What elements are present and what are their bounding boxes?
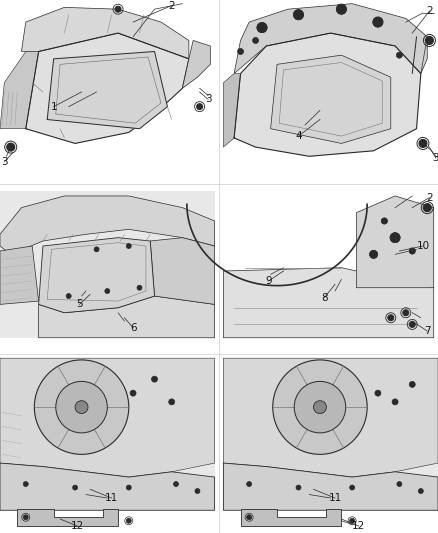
Polygon shape — [39, 238, 155, 313]
Polygon shape — [223, 268, 434, 338]
Circle shape — [257, 22, 267, 33]
Circle shape — [115, 6, 121, 12]
Circle shape — [195, 489, 200, 494]
Circle shape — [409, 321, 415, 327]
Circle shape — [373, 17, 383, 27]
Polygon shape — [17, 508, 118, 526]
Circle shape — [425, 36, 434, 44]
Polygon shape — [0, 196, 215, 254]
Text: 3: 3 — [205, 94, 212, 104]
Polygon shape — [223, 358, 438, 507]
Circle shape — [296, 485, 301, 490]
Circle shape — [418, 489, 424, 494]
Text: 9: 9 — [265, 276, 272, 286]
Circle shape — [73, 485, 78, 490]
Circle shape — [396, 52, 403, 58]
Circle shape — [350, 485, 355, 490]
Polygon shape — [357, 196, 434, 288]
Circle shape — [390, 233, 400, 243]
Circle shape — [94, 247, 99, 252]
Polygon shape — [0, 52, 39, 128]
Circle shape — [137, 285, 142, 290]
Circle shape — [388, 315, 394, 321]
Text: 8: 8 — [321, 293, 328, 303]
Text: 1: 1 — [50, 102, 57, 111]
Circle shape — [423, 204, 431, 212]
Polygon shape — [240, 508, 342, 526]
Circle shape — [23, 481, 28, 487]
Circle shape — [105, 288, 110, 294]
Polygon shape — [0, 358, 215, 507]
Polygon shape — [0, 246, 39, 304]
Text: 7: 7 — [424, 326, 431, 336]
Circle shape — [419, 140, 427, 148]
Circle shape — [314, 401, 326, 414]
Circle shape — [350, 518, 355, 523]
Polygon shape — [47, 52, 167, 128]
Circle shape — [375, 390, 381, 396]
Polygon shape — [0, 358, 215, 477]
Circle shape — [397, 481, 402, 487]
Text: 6: 6 — [130, 323, 136, 333]
Polygon shape — [39, 296, 215, 338]
Circle shape — [403, 310, 409, 316]
Circle shape — [392, 399, 398, 405]
Circle shape — [66, 294, 71, 298]
Circle shape — [126, 518, 131, 523]
Circle shape — [7, 143, 15, 151]
Polygon shape — [223, 358, 438, 477]
Circle shape — [197, 103, 203, 110]
Polygon shape — [223, 463, 438, 510]
Text: 5: 5 — [76, 300, 83, 309]
Circle shape — [370, 251, 378, 259]
Text: 10: 10 — [417, 241, 430, 251]
Circle shape — [56, 382, 107, 433]
Circle shape — [130, 390, 136, 396]
Text: 12: 12 — [71, 521, 84, 531]
Text: 11: 11 — [328, 493, 342, 503]
Circle shape — [247, 481, 252, 487]
Circle shape — [126, 485, 131, 490]
Text: 3: 3 — [1, 157, 7, 167]
Circle shape — [381, 218, 387, 224]
Circle shape — [23, 515, 28, 520]
Text: 2: 2 — [168, 1, 175, 11]
Circle shape — [294, 382, 346, 433]
Circle shape — [253, 37, 258, 44]
Circle shape — [336, 4, 346, 14]
Circle shape — [169, 399, 175, 405]
Text: 3: 3 — [433, 153, 438, 163]
Circle shape — [152, 376, 158, 382]
Polygon shape — [271, 55, 391, 143]
Circle shape — [237, 49, 244, 54]
Circle shape — [75, 401, 88, 414]
Polygon shape — [234, 33, 421, 156]
Text: 2: 2 — [426, 192, 433, 203]
Text: 11: 11 — [105, 493, 118, 503]
Text: 2: 2 — [426, 6, 433, 16]
Circle shape — [409, 248, 415, 254]
Text: 4: 4 — [295, 131, 302, 141]
Polygon shape — [182, 41, 210, 88]
Circle shape — [34, 360, 129, 454]
Polygon shape — [223, 74, 240, 147]
Polygon shape — [0, 463, 215, 510]
Polygon shape — [21, 7, 189, 59]
Polygon shape — [0, 191, 215, 338]
Circle shape — [247, 515, 252, 520]
Circle shape — [409, 382, 415, 387]
Circle shape — [293, 10, 304, 20]
Circle shape — [173, 481, 179, 487]
Polygon shape — [234, 4, 427, 74]
Polygon shape — [150, 238, 215, 304]
Polygon shape — [26, 33, 189, 143]
Circle shape — [126, 244, 131, 248]
Circle shape — [273, 360, 367, 454]
Text: 12: 12 — [352, 521, 365, 531]
